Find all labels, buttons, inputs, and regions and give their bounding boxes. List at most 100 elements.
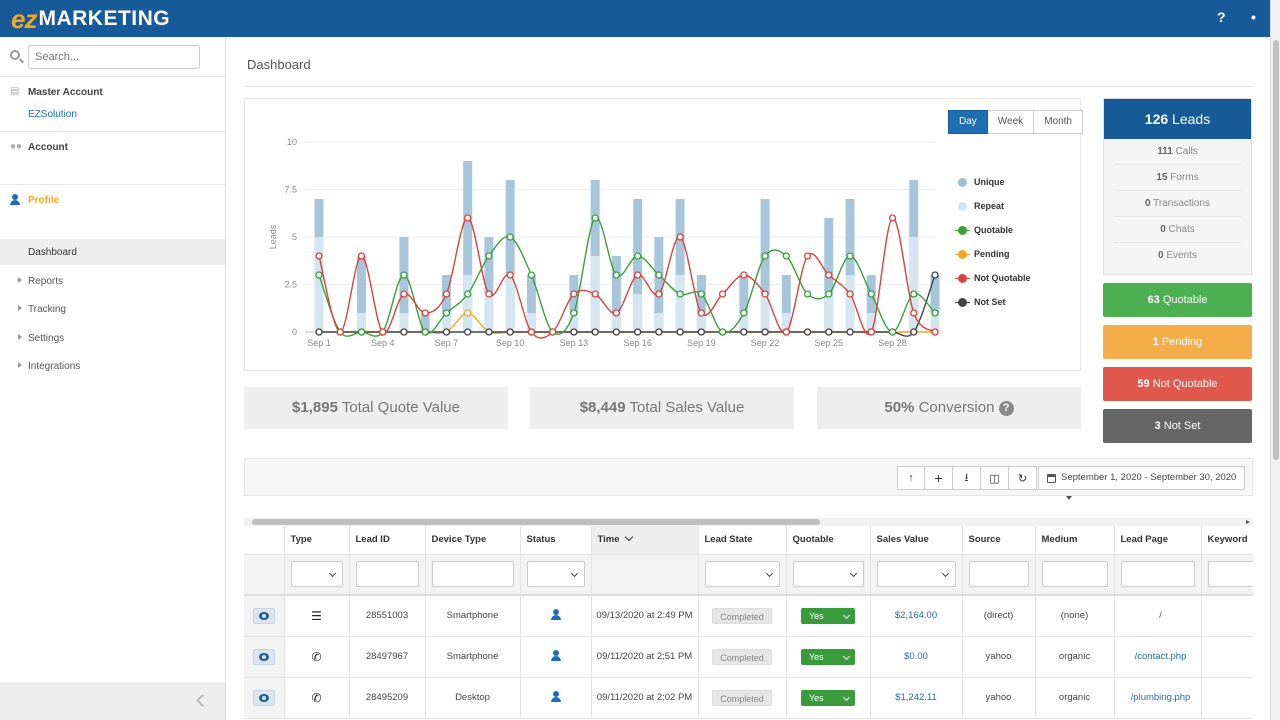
legend-item-pending[interactable]: Pending (955, 242, 1031, 266)
source-filter-input[interactable] (968, 561, 1029, 588)
export-up-button[interactable]: ↑ (897, 466, 925, 490)
account-label[interactable]: Account (28, 142, 68, 153)
sales-value-link[interactable]: $0.00 (904, 651, 928, 662)
sales-value-link[interactable]: $1,242.11 (895, 692, 937, 703)
col-header-quotable[interactable]: Quotable (786, 526, 871, 555)
source: yahoo (962, 636, 1036, 678)
legend-item-unique[interactable]: Unique (957, 170, 1031, 194)
sort-desc-icon (624, 533, 633, 542)
keyword-filter-input[interactable] (1207, 561, 1253, 588)
lead-page-link[interactable]: /contact.php (1134, 651, 1187, 662)
status-filter-select[interactable] (526, 561, 585, 588)
legend-item-quotable[interactable]: Quotable (955, 218, 1031, 242)
not-quotable-button[interactable]: 59 Not Quotable (1103, 367, 1252, 401)
col-header-device-type[interactable]: Device Type (425, 526, 521, 555)
columns-button[interactable]: ◫ (981, 466, 1009, 490)
col-header-lead-page[interactable]: Lead Page (1114, 526, 1202, 555)
quotable-select[interactable]: Yes (801, 648, 855, 665)
point-quotable (846, 252, 854, 260)
sidebar-item-reports[interactable]: Reports (0, 268, 225, 294)
eye-icon[interactable] (252, 648, 275, 665)
leads-total[interactable]: 126 Leads (1104, 99, 1251, 139)
col-header-keyword[interactable]: Keyword (1201, 526, 1253, 555)
sidebar-footer (0, 683, 225, 720)
col-header-lead-state[interactable]: Lead State (698, 526, 787, 555)
point-not-quotable (740, 271, 748, 279)
quotable-select[interactable]: Yes (801, 607, 855, 624)
scroll-right-icon[interactable] (1246, 520, 1250, 524)
bar-repeat (675, 275, 685, 332)
week-button[interactable]: Week (987, 110, 1035, 134)
col-header-source[interactable]: Source (962, 526, 1036, 555)
quotable-filter-select[interactable] (792, 561, 864, 588)
medium: (none) (1035, 595, 1115, 637)
eye-icon[interactable] (252, 689, 275, 706)
eye-icon[interactable] (252, 607, 275, 624)
download-button[interactable]: ⭳ (953, 466, 981, 490)
medium-filter-input[interactable] (1041, 561, 1108, 588)
date-range-picker[interactable]: September 1, 2020 - September 30, 2020 (1038, 466, 1245, 500)
point-not-set (400, 328, 408, 336)
search-icon (10, 50, 20, 60)
form-icon: ☰ (311, 608, 322, 623)
add-button[interactable]: + (925, 466, 953, 490)
sidebar-item-label: Reports (28, 276, 64, 287)
lead-state-filter-select[interactable] (704, 561, 780, 588)
point-not-set (846, 328, 854, 336)
quotable-button[interactable]: 63 Quotable (1103, 283, 1252, 317)
table-scrollbar[interactable] (244, 518, 1253, 526)
master-account-link[interactable]: EZSolution (28, 109, 77, 120)
day-button[interactable]: Day (948, 110, 988, 134)
user-menu-icon[interactable]: • (1251, 9, 1256, 25)
page-scrollbar-thumb[interactable] (1273, 40, 1279, 460)
search-input[interactable] (28, 45, 200, 69)
point-quotable (315, 271, 323, 279)
device-filter-input[interactable] (431, 561, 514, 588)
sales-value-link[interactable]: $2,164.00 (894, 610, 938, 622)
sidebar-item-integrations[interactable]: Integrations (0, 353, 225, 379)
table-scrollbar-thumb[interactable] (252, 519, 820, 525)
help-circle-icon[interactable]: ? (998, 401, 1014, 416)
month-button[interactable]: Month (1034, 110, 1083, 134)
col-header-sales-value[interactable]: Sales Value (870, 526, 963, 555)
legend-item-not-set[interactable]: Not Set (955, 290, 1031, 314)
lead-id-filter-input[interactable] (355, 561, 419, 588)
quotable-select[interactable]: Yes (801, 689, 855, 706)
col-header-medium[interactable]: Medium (1035, 526, 1115, 555)
device-type: Desktop (425, 677, 521, 719)
col-header-status[interactable]: Status (520, 526, 592, 555)
col-header-lead-id[interactable]: Lead ID (349, 526, 426, 555)
point-not-quotable (782, 328, 790, 336)
page-title: Dashboard (247, 57, 311, 72)
sidebar-item-settings[interactable]: Settings (0, 325, 225, 351)
lead-page-link[interactable]: / (1159, 610, 1162, 622)
point-not-quotable (931, 328, 939, 336)
legend-item-repeat[interactable]: Repeat (957, 194, 1031, 218)
point-not-quotable (612, 309, 621, 317)
page-scrollbar[interactable] (1270, 0, 1280, 720)
table-actions: ↑ + ⭳ ◫ ↻ (897, 466, 1037, 490)
lead-page-link[interactable]: /plumbing.php (1130, 692, 1191, 703)
type-filter-select[interactable] (290, 561, 343, 588)
help-icon[interactable]: ? (1217, 9, 1226, 25)
point-not-quotable (485, 290, 493, 298)
col-header-view (244, 526, 285, 555)
bar-repeat (399, 313, 409, 332)
logo[interactable]: ez MARKETING (11, 4, 170, 34)
legend-item-not-quotable[interactable]: Not Quotable (955, 266, 1031, 290)
sidebar-item-tracking[interactable]: Tracking (0, 296, 225, 322)
bar-repeat (633, 294, 643, 332)
refresh-button[interactable]: ↻ (1009, 466, 1037, 490)
lead-page-filter-input[interactable] (1120, 561, 1195, 588)
sidebar-item-label: Settings (28, 333, 65, 344)
bar-repeat (760, 294, 770, 332)
pending-button[interactable]: 1 Pending (1103, 325, 1252, 359)
not-set-button[interactable]: 3 Not Set (1103, 409, 1252, 443)
col-header-type[interactable]: Type (284, 526, 350, 555)
line-pending (319, 312, 935, 335)
collapse-sidebar-icon[interactable] (196, 694, 209, 707)
col-header-time[interactable]: Time (591, 526, 699, 555)
profile-label[interactable]: Profile (28, 195, 60, 206)
sidebar-item-dashboard[interactable]: Dashboard (0, 239, 225, 265)
sales-value-filter-select[interactable] (876, 561, 956, 588)
